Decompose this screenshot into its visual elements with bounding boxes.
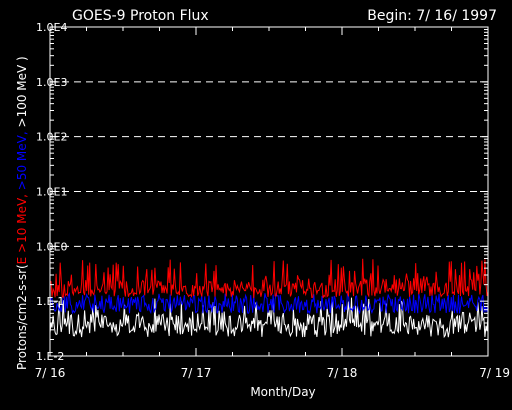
y-axis-label-part: >100 MeV ) <box>15 56 29 127</box>
chart-title: GOES-9 Proton Flux <box>72 8 209 24</box>
y-axis-label-part: E >10 MeV, <box>15 190 29 264</box>
y-axis-label: Protons/cm2-s-sr(E >10 MeV, >50 MeV, >10… <box>15 56 29 370</box>
y-axis-label-part: Protons/cm2-s-sr( <box>15 264 29 370</box>
begin-date-label: Begin: 7/ 16/ 1997 <box>367 8 497 24</box>
x-tick-label: 7/ 18 <box>327 366 358 380</box>
y-axis-label-part: >50 MeV, <box>15 127 29 190</box>
x-tick-label: 7/ 16 <box>35 366 66 380</box>
x-tick-label: 7/ 19 <box>479 366 510 380</box>
x-tick-label: 7/ 17 <box>181 366 212 380</box>
x-axis-label: Month/Day <box>250 385 315 399</box>
